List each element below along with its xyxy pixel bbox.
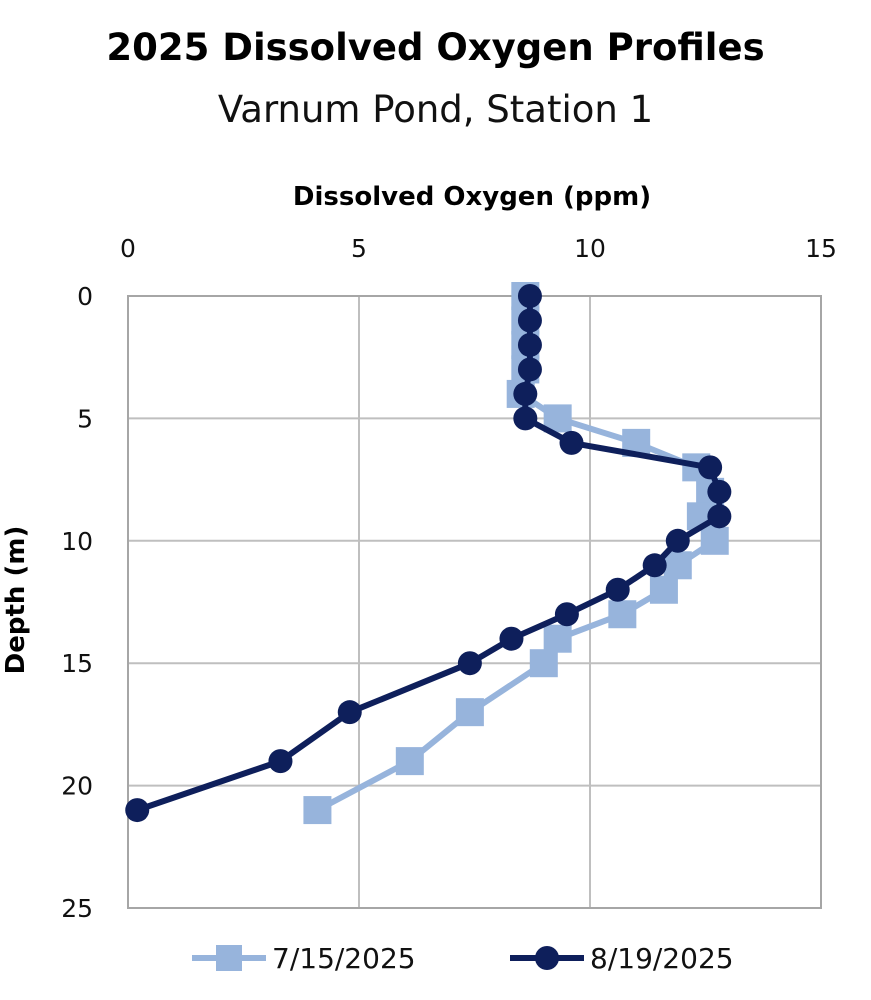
data-point	[707, 504, 732, 529]
legend: 7/15/2025 8/19/2025	[192, 942, 734, 975]
data-point	[457, 651, 482, 676]
data-point	[554, 602, 579, 627]
data-point	[663, 551, 692, 580]
data-point	[337, 700, 362, 725]
y-tick-label: 0	[77, 282, 93, 311]
chart-subtitle: Varnum Pond, Station 1	[217, 88, 654, 131]
legend-marker	[216, 945, 242, 971]
data-point	[125, 798, 150, 823]
x-tick-label: 5	[351, 234, 367, 263]
data-point	[700, 526, 729, 555]
x-tick-label: 15	[805, 234, 837, 263]
y-tick-label: 15	[61, 649, 93, 678]
data-point	[665, 528, 690, 553]
x-tick-label: 10	[574, 234, 606, 263]
data-point	[499, 626, 524, 651]
chart-title: 2025 Dissolved Oxygen Profiles	[106, 26, 765, 69]
data-point	[605, 577, 630, 602]
y-tick-label: 5	[77, 404, 93, 433]
data-point	[517, 332, 542, 357]
data-point	[517, 284, 542, 308]
data-point	[543, 624, 572, 653]
y-tick-label: 10	[61, 527, 93, 556]
y-axis-ticks: 0 5 10 15 20 25	[61, 282, 93, 923]
gridlines	[127, 295, 822, 909]
y-tick-label: 25	[61, 894, 93, 923]
legend-item: 8/19/2025	[510, 942, 734, 975]
y-tick-label: 20	[61, 772, 93, 801]
plot-area	[127, 295, 822, 909]
data-point	[517, 357, 542, 382]
data-point	[517, 308, 542, 333]
data-point	[303, 796, 332, 825]
y-axis-title: Depth (m)	[1, 526, 31, 675]
data-point	[707, 479, 732, 504]
x-axis-ticks: 0 5 10 15	[120, 234, 837, 263]
legend-marker	[535, 946, 559, 970]
data-point	[395, 747, 424, 776]
data-point	[529, 649, 558, 678]
x-axis-title: Dissolved Oxygen (ppm)	[293, 182, 651, 212]
legend-label: 8/19/2025	[590, 942, 734, 975]
legend-label: 7/15/2025	[272, 942, 416, 975]
data-point	[649, 575, 678, 604]
data-point	[642, 553, 667, 578]
series-line	[136, 296, 723, 813]
data-point	[455, 698, 484, 727]
data-point	[513, 381, 538, 406]
data-point	[698, 455, 723, 480]
data-point	[608, 600, 637, 629]
data-point	[513, 406, 538, 431]
series-2	[125, 284, 732, 823]
data-point	[268, 749, 293, 774]
data-point	[559, 430, 584, 455]
series-layer	[125, 282, 732, 825]
x-tick-label: 0	[120, 234, 136, 263]
legend-item: 7/15/2025	[192, 942, 416, 975]
